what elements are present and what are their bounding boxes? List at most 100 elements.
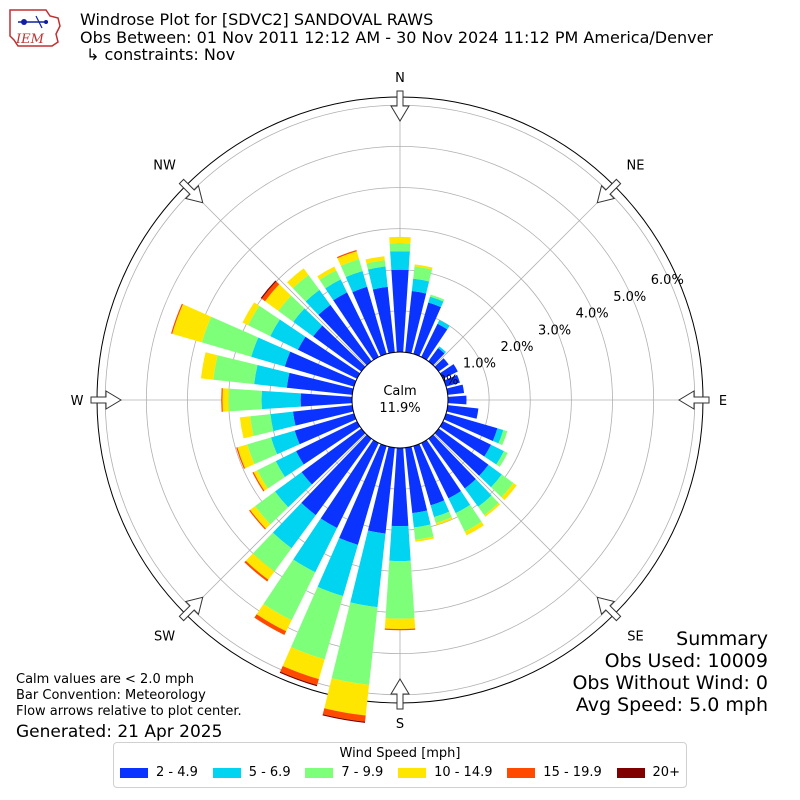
windrose-bar (464, 521, 484, 536)
iem-logo: IEM (9, 9, 61, 47)
windrose-bar (261, 281, 280, 302)
windrose-bar (484, 444, 504, 465)
grid-spoke (433, 433, 615, 615)
windrose-bar (242, 302, 260, 326)
windrose-bar (228, 388, 262, 412)
windrose-bar (492, 428, 504, 444)
windrose-bar (254, 614, 287, 635)
windrose-bar (250, 414, 274, 436)
windrose-bar (263, 559, 316, 621)
windrose-bar (270, 430, 300, 455)
legend-swatch (507, 767, 536, 778)
windrose-bar (464, 479, 492, 507)
legend: Wind Speed [mph] 2 - 4.9 5 - 6.9 7 - 9.9 10… (113, 742, 687, 788)
windrose-bar (478, 495, 499, 516)
windrose-bar (390, 251, 410, 271)
windrose-bar (252, 472, 265, 492)
legend-swatch (120, 767, 148, 778)
windrose-bar (446, 405, 479, 419)
windrose-bar (200, 352, 218, 380)
windrose-bar (274, 472, 312, 508)
legend-item: 10 - 14.9 (398, 765, 493, 780)
windrose-bar (389, 236, 411, 244)
windrose-bar (171, 303, 183, 334)
windrose-bar (292, 274, 320, 302)
windrose-bar (391, 269, 409, 353)
windrose-bar (325, 279, 348, 301)
windrose-bar (293, 518, 338, 573)
direction-arrows (90, 90, 710, 710)
windrose-bar (261, 390, 301, 410)
windrose-bar (435, 517, 453, 526)
direction-arrow-icon (596, 596, 622, 622)
windrose-bar (411, 278, 430, 294)
windrose-bar (438, 346, 447, 354)
windrose-bar (479, 464, 502, 488)
windrose-bar (339, 443, 387, 545)
flow-arrows-note: Flow arrows relative to plot center. (16, 704, 242, 719)
windrose-bar (222, 388, 229, 412)
generated-date: Generated: 21 Apr 2025 (16, 722, 223, 742)
direction-arrow-icon (678, 390, 710, 410)
radial-tick-label: 3.0% (538, 323, 571, 338)
windrose-bar (244, 560, 269, 582)
windrose-bar (221, 388, 223, 412)
windrose-bar (284, 351, 357, 387)
windrose-bar (413, 266, 433, 282)
windrose-bar (448, 491, 471, 514)
windrose-bar (322, 708, 366, 722)
windrose-bar (446, 384, 465, 395)
windrose-bar (255, 491, 289, 525)
windrose-bar (491, 474, 514, 498)
windrose-bar (253, 470, 268, 491)
legend-label: 5 - 6.9 (248, 765, 291, 780)
windrose-bar (333, 292, 379, 361)
direction-arrow-icon (178, 596, 204, 622)
windrose-bar (245, 553, 275, 580)
windrose-bar (389, 243, 411, 252)
windrose-bar (239, 416, 254, 439)
direction-arrow-icon (596, 178, 622, 204)
windrose-bar (415, 536, 435, 542)
windrose-bar (331, 602, 378, 685)
windrose-bar (340, 259, 363, 278)
windrose-bar (249, 509, 266, 530)
direction-arrow-icon (90, 390, 122, 410)
windrose-bar (430, 500, 450, 518)
windrose-bar (287, 268, 309, 289)
calm-value: 11.9% (379, 401, 420, 416)
windrose-bar (455, 504, 482, 532)
windrose-bar (272, 502, 316, 549)
windrose-bar (413, 443, 445, 506)
windrose-bar (413, 524, 434, 540)
calm-note: Calm values are < 2.0 mph (16, 672, 195, 687)
windrose-bar (414, 264, 433, 270)
legend-items: 2 - 4.9 5 - 6.9 7 - 9.9 10 - 14.9 15 - 19.9 2… (114, 761, 686, 780)
summary-title: Summary (676, 628, 768, 650)
direction-label: SE (627, 629, 643, 644)
legend-swatch (616, 767, 645, 778)
windrose-bar (428, 296, 444, 308)
windrose-bar (248, 305, 280, 337)
grid-spoke (185, 433, 367, 615)
windrose-bar (291, 586, 344, 660)
windrose-bar (297, 336, 361, 379)
windrose-bar (251, 337, 291, 367)
windrose-bar (501, 483, 517, 501)
windrose-bar (439, 364, 458, 379)
windrose-bar (320, 439, 379, 528)
direction-label: E (719, 394, 727, 409)
legend-item: 2 - 4.9 (120, 765, 198, 780)
legend-swatch (305, 767, 334, 778)
windrose-bar (265, 284, 292, 311)
windrose-bar (252, 532, 292, 572)
direction-label: W (71, 394, 84, 409)
windrose-bar (275, 451, 304, 478)
windrose-bar (250, 506, 271, 529)
windrose-bar (498, 430, 508, 446)
constraints-text: ↳ constraints: Nov (86, 45, 236, 64)
windrose-bar (172, 304, 212, 343)
grid-spoke (185, 185, 367, 367)
radial-tick-label: 5.0% (613, 290, 646, 305)
direction-arrow-icon (390, 90, 410, 122)
